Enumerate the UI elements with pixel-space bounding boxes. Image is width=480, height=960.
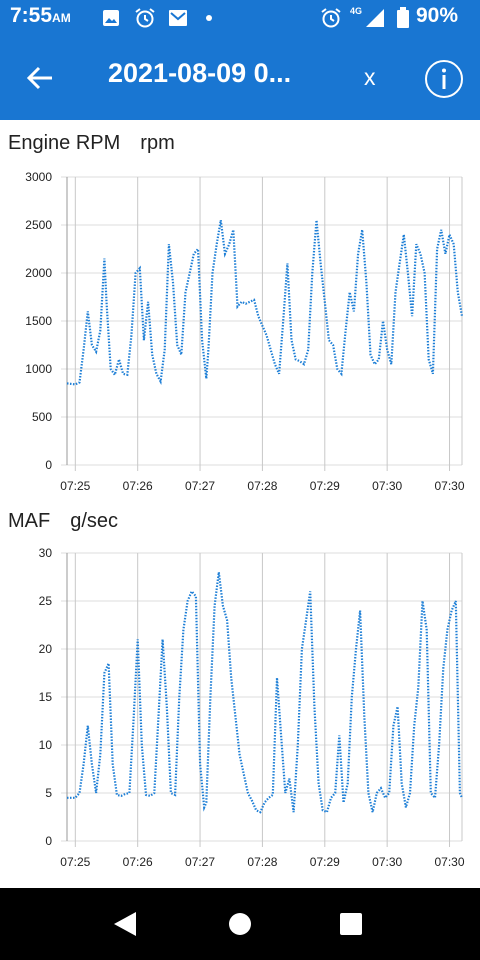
maf-ytick-label: 0 — [45, 834, 52, 848]
maf-xtick-label: 07:30 — [435, 855, 465, 869]
maf-ytick-label: 10 — [39, 738, 53, 752]
signal-icon — [366, 9, 384, 27]
maf-xtick-label: 07:26 — [123, 855, 153, 869]
rpm-ytick-label: 1500 — [25, 314, 52, 328]
maf-xtick-label: 07:25 — [60, 855, 90, 869]
rpm-chart: 0 500 1000 1500 2000 2500 3000 07:25 07:26 07:27 0… — [25, 170, 465, 493]
rpm-ytick-label: 500 — [32, 410, 52, 424]
maf-chart-unit: g/sec — [70, 510, 119, 532]
nav-back-icon[interactable] — [112, 910, 138, 938]
maf-chart: 0 5 10 15 20 25 30 07:25 07:26 07:27 07:28 07:29 07:… — [39, 546, 465, 869]
clock: 7:55AM — [10, 4, 71, 27]
dot-icon — [206, 15, 212, 21]
maf-ytick-label: 5 — [45, 786, 52, 800]
back-arrow-icon[interactable] — [26, 64, 54, 92]
maf-xtick-label: 07:28 — [247, 855, 277, 869]
battery-percent: 90% — [416, 4, 459, 27]
nav-recents-icon[interactable] — [339, 912, 363, 936]
maf-ytick-label: 25 — [39, 594, 53, 608]
navigation-bar — [0, 888, 480, 960]
rpm-chart-unit: rpm — [140, 132, 175, 154]
maf-ytick-label: 15 — [39, 690, 53, 704]
rpm-ytick-label: 0 — [45, 458, 52, 472]
rpm-ytick-label: 2000 — [25, 266, 52, 280]
status-bar: 7:55AM 4G 90% — [0, 0, 480, 36]
maf-xtick-label: 07:27 — [185, 855, 215, 869]
rpm-series-line — [66, 220, 464, 386]
rpm-xtick-label: 07:30 — [435, 479, 465, 493]
alarm-icon — [135, 8, 155, 28]
rpm-ytick-label: 1000 — [25, 362, 52, 376]
battery-icon — [397, 7, 409, 28]
network-type: 4G — [350, 6, 363, 16]
image-icon — [103, 10, 119, 26]
gmail-icon — [169, 10, 187, 26]
maf-xtick-label: 07:29 — [310, 855, 340, 869]
rpm-chart-name: Engine RPM — [8, 132, 121, 154]
info-icon[interactable] — [424, 59, 464, 99]
clock-ampm: AM — [52, 11, 71, 25]
close-button[interactable]: x — [364, 64, 376, 90]
rpm-xtick-label: 07:25 — [60, 479, 90, 493]
nav-home-icon[interactable] — [228, 912, 252, 936]
alarm-icon — [321, 8, 341, 28]
maf-xtick-label: 07:30 — [372, 855, 402, 869]
rpm-xtick-label: 07:27 — [185, 479, 215, 493]
rpm-xtick-label: 07:26 — [123, 479, 153, 493]
maf-chart-title: MAF g/sec — [8, 510, 118, 533]
maf-series-line — [67, 572, 464, 814]
app-bar: 2021-08-09 0... x — [0, 36, 480, 120]
page-title: 2021-08-09 0... — [108, 58, 292, 88]
rpm-xtick-label: 07:28 — [247, 479, 277, 493]
rpm-ytick-label: 3000 — [25, 170, 52, 184]
rpm-chart-title: Engine RPM rpm — [8, 132, 175, 155]
rpm-xtick-label: 07:29 — [310, 479, 340, 493]
maf-chart-name: MAF — [8, 510, 51, 532]
rpm-ytick-label: 2500 — [25, 218, 52, 232]
maf-ytick-label: 30 — [39, 546, 53, 560]
maf-ytick-label: 20 — [39, 642, 53, 656]
rpm-xtick-label: 07:30 — [372, 479, 402, 493]
